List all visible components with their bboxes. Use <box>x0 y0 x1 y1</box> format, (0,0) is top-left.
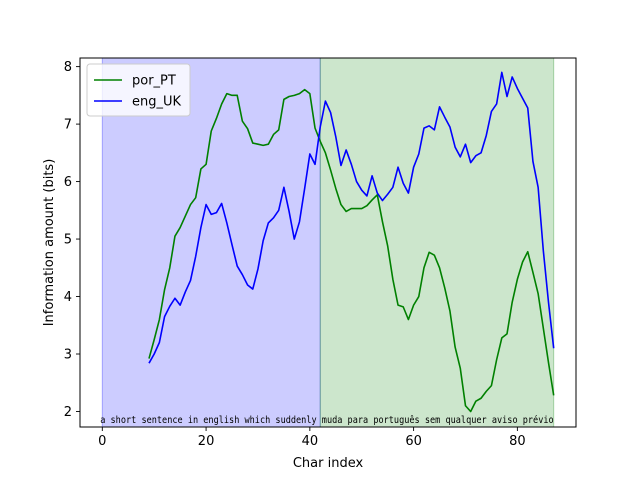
x-tick-label: 40 <box>302 434 319 449</box>
legend: por_PT eng_UK <box>86 63 191 117</box>
x-tick-label: 20 <box>198 434 215 449</box>
x-tick-label: 60 <box>405 434 422 449</box>
x-tick-label: 80 <box>509 434 526 449</box>
series-line-por-pt <box>148 88 555 413</box>
legend-box <box>86 63 191 117</box>
series-lines <box>148 71 555 413</box>
plot-frame <box>79 57 577 428</box>
y-tick-label: 4 <box>64 290 72 305</box>
x-tick-label: 0 <box>98 434 106 449</box>
y-axis-label: Information amount (bits) <box>42 159 57 327</box>
y-axis-ticks: 2 3 4 5 6 7 8 <box>64 60 80 420</box>
x-axis-ticks: 0 20 40 60 80 <box>98 427 526 449</box>
y-tick-label: 8 <box>64 60 72 75</box>
x-axis-label: Char index <box>293 456 364 471</box>
shaded-region-2 <box>319 57 555 428</box>
y-tick-label: 3 <box>64 348 72 363</box>
y-tick-label: 6 <box>64 175 72 190</box>
series-line-eng-uk <box>148 71 555 364</box>
legend-label-por-pt: por_PT <box>132 74 176 89</box>
y-tick-label: 2 <box>64 405 72 420</box>
y-tick-label: 5 <box>64 233 72 248</box>
shaded-region-1 <box>101 57 321 428</box>
y-tick-label: 7 <box>64 118 72 133</box>
character-annotation: a short sentence in english which sudden… <box>100 414 553 426</box>
legend-label-eng-uk: eng_UK <box>132 95 182 110</box>
